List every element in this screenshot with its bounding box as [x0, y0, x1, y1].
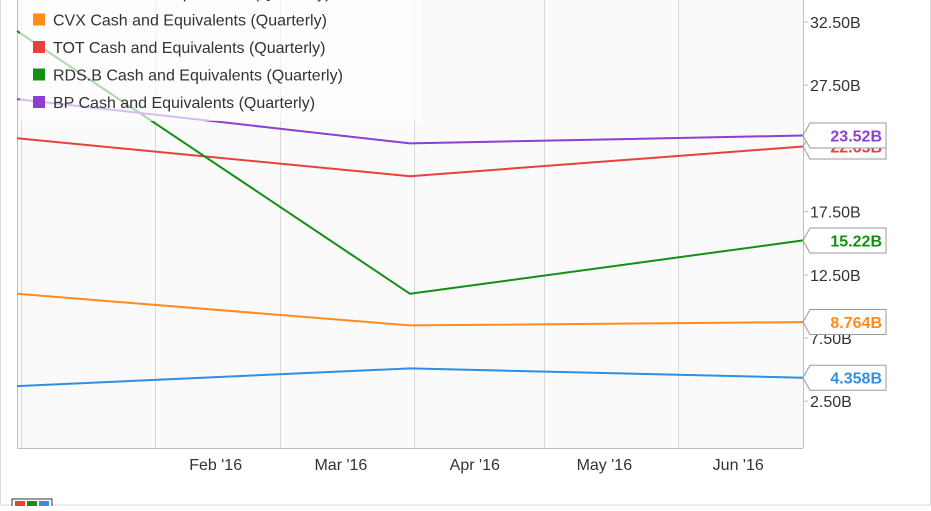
ycharts-logo-icon [11, 498, 53, 510]
legend-label: BP Cash and Equivalents (Quarterly) [53, 95, 315, 112]
logo-mark-blue [39, 501, 49, 507]
legend-swatch [33, 96, 45, 108]
x-tick-label: Mar '16 [314, 457, 367, 474]
y-tick-label: 2.50B [810, 394, 852, 411]
legend-swatch [33, 41, 45, 53]
end-value-callout [802, 227, 887, 254]
y-tick-label: 27.50B [810, 78, 861, 95]
end-value-callout [802, 309, 887, 336]
legend-swatch [33, 13, 45, 26]
logo-mark-green [27, 501, 37, 507]
y-tick-label: 12.50B [810, 268, 861, 285]
logo-mark-red [15, 501, 25, 507]
series-line [16, 137, 804, 178]
series-line [16, 292, 804, 327]
x-tick-label: Feb '16 [189, 457, 242, 474]
end-value-callout [802, 122, 887, 149]
legend-label: XOM Cash and Equivalents (Quarterly) [53, 0, 330, 2]
end-value-label: 15.22B [830, 233, 882, 250]
legend-label: TOT Cash and Equivalents (Quarterly) [53, 40, 325, 57]
end-value-label: 8.764B [830, 315, 882, 332]
y-tick-label: 17.50B [810, 205, 861, 222]
end-value-label: 23.52B [830, 129, 882, 146]
end-value-label: 4.358B [830, 371, 882, 388]
legend-background [20, 0, 422, 121]
y-tick-label: 32.50B [810, 15, 861, 32]
x-tick-label: May '16 [577, 457, 633, 474]
legend: XOM Cash and Equivalents (Quarterly) CVX … [20, 0, 422, 121]
y-tick-label: 7.50B [810, 331, 852, 348]
legend-swatch [33, 68, 45, 81]
legend-label: CVX Cash and Equivalents (Quarterly) [53, 13, 327, 30]
legend-label: RDS.B Cash and Equivalents (Quarterly) [53, 68, 343, 85]
series-line [16, 367, 804, 388]
x-tick-label: Apr '16 [450, 457, 500, 474]
x-tick-label: Jun '16 [713, 457, 764, 474]
end-value-callout [802, 364, 887, 391]
